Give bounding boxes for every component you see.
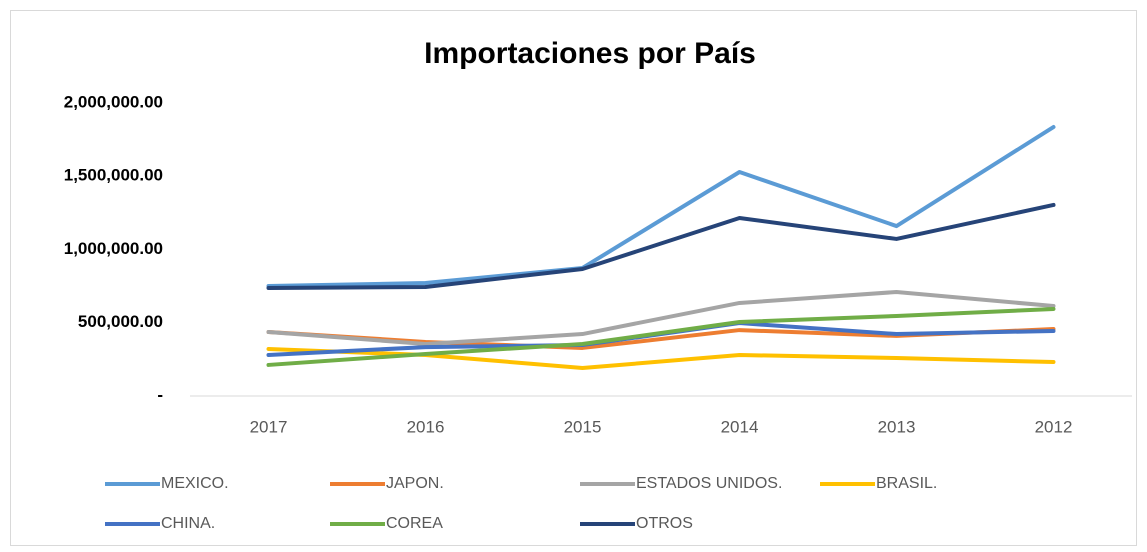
y-tick-label: - — [157, 385, 163, 404]
legend-label: ESTADOS UNIDOS. — [636, 475, 782, 492]
chart-title: Importaciones por País — [424, 37, 756, 70]
x-tick-label: 2017 — [250, 417, 288, 436]
legend-label: JAPON. — [386, 475, 444, 492]
x-tick-label: 2016 — [407, 417, 445, 436]
series-line — [266, 289, 1056, 346]
x-tick-label: 2014 — [721, 417, 759, 436]
y-tick-label: 2,000,000.00 — [64, 92, 163, 111]
y-tick-label: 1,500,000.00 — [64, 166, 163, 185]
legend-label: CHINA. — [161, 515, 215, 532]
series-line — [266, 202, 1056, 291]
y-tick-label: 1,000,000.00 — [64, 239, 163, 258]
x-tick-label: 2012 — [1035, 417, 1073, 436]
legend-label: BRASIL. — [876, 475, 937, 492]
legend-label: OTROS — [636, 515, 693, 532]
x-tick-label: 2013 — [878, 417, 916, 436]
legend-label: MEXICO. — [161, 475, 229, 492]
series-line — [266, 306, 1056, 367]
x-tick-label: 2015 — [564, 417, 602, 436]
legend-label: COREA — [386, 515, 443, 532]
chart-border — [10, 10, 1137, 546]
y-tick-label: 500,000.00 — [78, 312, 163, 331]
series-line — [266, 125, 1056, 288]
